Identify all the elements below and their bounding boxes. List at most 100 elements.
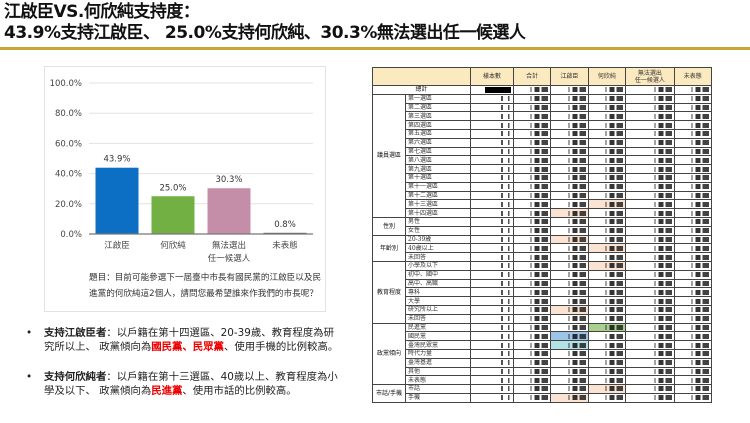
illegible-value [563,272,586,278]
illegible-value [500,254,511,260]
illegible-value [601,316,624,322]
row-label: 時代力量 [404,348,472,359]
table-row: 第十一選區 [373,181,713,192]
illegible-value [687,272,709,278]
data-cell [625,120,675,130]
data-cell [470,331,514,342]
data-cell [625,269,675,280]
separator: ： [106,371,117,383]
illegible-value [601,333,624,339]
row-label: 第十一選區 [404,181,472,192]
illegible-value [601,377,624,383]
illegible-value [526,280,549,286]
illegible-value [563,104,586,110]
illegible-value [687,351,709,357]
data-cell [550,243,589,254]
data-cell [470,375,514,386]
title-line-1: 江啟臣VS.何欣純支持度： [4,2,200,22]
data-cell [470,304,514,315]
illegible-value [649,166,672,172]
data-cell [587,260,627,271]
column-header: 未表態 [673,67,713,86]
illegible-value [649,254,672,260]
illegible-value [563,280,586,286]
data-cell [470,313,514,324]
row-label: 臺灣民眾黨 [404,340,472,350]
row-label: 第十二選區 [404,190,472,201]
data-cell [673,260,713,271]
x-tick-label: 何欣純 [160,240,186,251]
data-cell [673,102,713,113]
data-cell [512,384,552,394]
row-label: 初中、國中 [404,269,472,280]
data-cell [470,172,514,183]
row-label: 40歲以上 [404,243,472,254]
data-cell [625,260,675,271]
illegible-value [500,228,511,234]
illegible-value [500,342,511,348]
data-cell [673,85,713,95]
data-cell [587,216,627,227]
data-cell [587,85,627,95]
illegible-value [687,157,709,163]
data-cell [550,304,589,315]
title-divider [0,47,750,50]
data-cell [587,128,627,139]
illegible-value [687,210,709,216]
illegible-value [687,298,709,304]
illegible-value [687,219,709,225]
data-cell [673,357,713,368]
illegible-value [687,122,709,128]
illegible-value [526,386,549,392]
illegible-value [526,140,549,146]
illegible-value [500,166,511,172]
data-cell [673,128,713,139]
data-cell [673,366,713,377]
data-cell [470,111,514,122]
illegible-value [526,351,549,357]
data-cell [625,146,675,157]
illegible-value [601,113,624,119]
illegible-value [601,307,624,313]
row-label: 第一選區 [404,93,472,104]
illegible-value [500,245,511,251]
illegible-value [649,201,672,207]
illegible-value [601,360,624,366]
illegible-value [500,351,511,357]
data-cell [587,199,627,210]
data-cell [587,172,627,183]
data-cell [587,375,627,386]
illegible-value [526,289,549,295]
data-cell [470,199,514,210]
illegible-value [526,342,549,348]
data-cell [673,225,713,236]
illegible-value [649,219,672,225]
data-cell [512,331,552,342]
illegible-value [687,342,709,348]
illegible-value [601,87,624,93]
crosstab-table: 樣本數 合計 江啟臣 何欣純 無法選出 任一候選人 未表態 總計 議員選區 第一選區 第二選區 第三… [371,67,713,403]
illegible-value [563,360,586,366]
data-cell [470,287,514,298]
row-label: 第八選區 [404,155,472,166]
table-row: 女性 [373,225,713,236]
data-cell [673,348,713,359]
data-cell [550,252,589,262]
illegible-value [563,289,586,295]
data-cell [587,384,627,394]
data-cell [673,181,713,192]
illegible-value [500,324,511,330]
illegible-value [649,104,672,110]
row-label: 手機 [404,392,472,403]
data-cell [587,234,627,245]
illegible-value [500,122,511,128]
illegible-value [649,113,672,119]
data-cell [512,111,552,122]
data-cell [673,234,713,245]
row-group-label: 市話/手機 [372,384,406,403]
data-cell [550,322,589,333]
illegible-value [563,184,586,190]
illegible-value [526,113,549,119]
redacted-value [484,86,511,93]
row-label: 研究所以上 [404,304,472,315]
